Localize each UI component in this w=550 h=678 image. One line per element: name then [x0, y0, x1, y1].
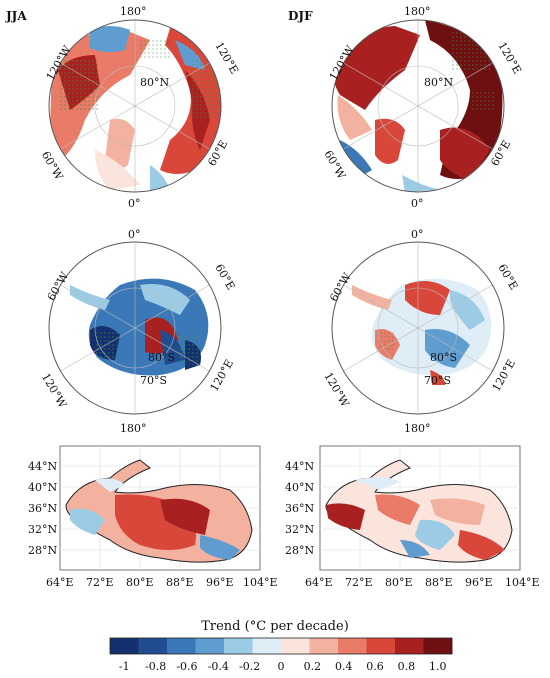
- tibet-panel-djf: [319, 445, 521, 571]
- colorbar-tick-label: 0: [278, 660, 285, 673]
- colorbar-tick-label: -0.6: [176, 660, 197, 673]
- arctic-lat-label-jja: 80°N: [140, 76, 169, 89]
- tibet-lat-28-jja: 28°N: [28, 544, 57, 557]
- antarctic-lon-180-jja: 180°: [120, 422, 147, 435]
- arctic-frame-djf: [331, 19, 505, 193]
- tibet-lon-72-jja: 72°E: [86, 576, 114, 589]
- colorbar-cell: [338, 638, 367, 654]
- arctic-map-jja: [49, 20, 221, 192]
- colorbar-cell: [195, 638, 225, 654]
- tibet-lat-36-djf: 36°N: [285, 502, 314, 515]
- arctic-lon-60w-jja: 60°W: [39, 149, 66, 183]
- antarctic-map-jja: [49, 242, 221, 414]
- panel-title-djf: DJF: [288, 9, 313, 23]
- colorbar-cell: [309, 638, 339, 654]
- colorbar-tick-label: -0.4: [208, 660, 229, 673]
- antarctic-lon-180-djf: 180°: [404, 422, 431, 435]
- colorbar-cell: [395, 638, 424, 654]
- colorbar-cell: [252, 638, 282, 654]
- antarctic-lat-70s-djf: 70°S: [424, 374, 451, 387]
- tibet-lon-88-djf: 88°E: [425, 576, 453, 589]
- colorbar-tick-label: -0.2: [239, 660, 260, 673]
- colorbar-tick-label: 0.2: [304, 660, 322, 673]
- antarctic-frame-djf: [331, 241, 505, 415]
- arctic-lon-180-djf: 180°: [404, 5, 431, 18]
- colorbar-cell: [281, 638, 310, 654]
- colorbar-tick-label: 1.0: [429, 660, 447, 673]
- arctic-lon-0-jja: 0°: [128, 197, 141, 210]
- antarctic-lon-0-jja: 0°: [128, 228, 141, 241]
- tibet-plateau-jja: [65, 459, 253, 563]
- tibet-panel-jja: [59, 445, 261, 571]
- tibet-lon-96-jja: 96°E: [206, 576, 234, 589]
- colorbar-cell: [366, 638, 396, 654]
- tibet-lat-40-djf: 40°N: [285, 481, 314, 494]
- arctic-lon-180-jja: 180°: [120, 5, 147, 18]
- tibet-lon-64-djf: 64°E: [305, 576, 333, 589]
- colorbar: [110, 638, 453, 654]
- tibet-lat-36-jja: 36°N: [28, 502, 57, 515]
- arctic-meridians-djf: [343, 20, 493, 192]
- tibet-lat-32-jja: 32°N: [28, 523, 57, 536]
- antarctic-lat-70s-jja: 70°S: [140, 374, 167, 387]
- tibet-lon-64-jja: 64°E: [46, 576, 74, 589]
- colorbar-cell: [167, 638, 196, 654]
- colorbar-cell: [224, 638, 253, 654]
- panel-title-jja: JJA: [5, 9, 27, 23]
- arctic-lon-120e-djf: 120°E: [495, 40, 524, 76]
- antarctic-peninsula-jja: [70, 285, 110, 310]
- colorbar-tick-label: 0.4: [335, 660, 353, 673]
- tibet-lat-40-jja: 40°N: [28, 481, 57, 494]
- arctic-land-greenland-jja: [105, 118, 135, 169]
- arctic-lat-label-djf: 80°N: [424, 76, 453, 89]
- tibet-lon-80-jja: 80°E: [126, 576, 154, 589]
- tibet-lat-32-djf: 32°N: [285, 523, 314, 536]
- tibet-plateau-djf: [325, 459, 513, 563]
- tibet-lon-104-djf: 104°E: [505, 576, 540, 589]
- colorbar-cell: [138, 638, 168, 654]
- colorbar-tick-label: -0.8: [145, 660, 166, 673]
- antarctic-frame-jja: [48, 241, 222, 415]
- arctic-frame-jja: [48, 19, 222, 193]
- antarctic-lon-0-djf: 0°: [411, 228, 424, 241]
- antarctic-meridians-jja: [60, 242, 210, 414]
- arctic-map-djf: [332, 20, 504, 192]
- arctic-meridians-jja: [60, 20, 210, 192]
- colorbar-title: Trend (°C per decade): [201, 619, 349, 634]
- colorbar-tick-label: 0.6: [366, 660, 384, 673]
- arctic-lon-0-djf: 0°: [411, 197, 424, 210]
- tibet-lat-44-jja: 44°N: [28, 460, 57, 473]
- tibet-lon-96-djf: 96°E: [465, 576, 493, 589]
- colorbar-cell: [110, 638, 139, 654]
- antarctic-lon-60e-jja: 60°E: [212, 262, 237, 292]
- colorbar-tick-labels: -1 -0.8 -0.6 -0.4 -0.2 0 0.2 0.4 0.6 0.8 1.0: [119, 660, 447, 673]
- tibet-lon-88-jja: 88°E: [166, 576, 194, 589]
- colorbar-cell: [423, 638, 453, 654]
- tibet-lat-44-djf: 44°N: [285, 460, 314, 473]
- antarctic-peninsula-djf: [352, 285, 392, 310]
- tibet-lon-72-djf: 72°E: [345, 576, 373, 589]
- antarctic-lon-60e-djf: 60°E: [495, 262, 520, 292]
- colorbar-tick-label: 0.8: [398, 660, 416, 673]
- tibet-lat-28-djf: 28°N: [285, 544, 314, 557]
- colorbar-frame: [109, 637, 453, 655]
- colorbar-tick-label: -1: [119, 660, 130, 673]
- antarctic-lat-80s-djf: 80°S: [430, 351, 457, 364]
- antarctic-meridians-djf: [343, 242, 493, 414]
- arctic-lon-60w-djf: 60°W: [321, 148, 348, 182]
- antarctic-lat-80s-jja: 80°S: [148, 351, 175, 364]
- arctic-lon-120e-jja: 120°E: [212, 40, 241, 76]
- tibet-lon-104-jja: 104°E: [243, 576, 278, 589]
- tibet-lon-80-djf: 80°E: [385, 576, 413, 589]
